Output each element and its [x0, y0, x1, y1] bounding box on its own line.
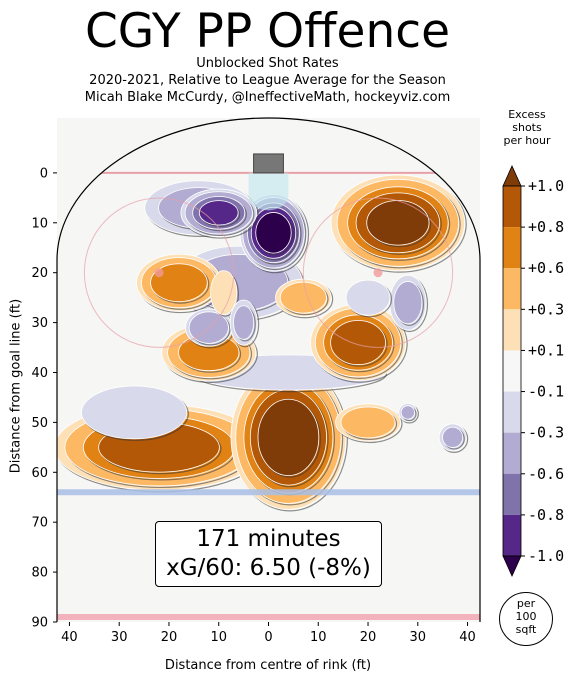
summary-box: 171 minutes xG/60: 6.50 (-8%)	[155, 521, 382, 587]
colorbar-tick-label: +0.6	[528, 259, 564, 277]
scale-note-line: per	[516, 597, 536, 610]
contour-layer	[57, 174, 469, 512]
contour-blob	[180, 188, 259, 239]
xg-label: xG/60: 6.50 (-8%)	[166, 555, 371, 581]
colorbar-title-line: shots	[512, 121, 542, 134]
contour-level	[81, 385, 188, 440]
contour-level	[366, 200, 430, 246]
y-tick-label: 0	[40, 166, 48, 181]
colorbar-tick-label: -1.0	[528, 547, 564, 565]
colorbar-frame	[502, 185, 522, 557]
contour-level	[330, 320, 386, 365]
y-tick-label: 20	[31, 266, 48, 281]
colorbar-band	[503, 514, 521, 556]
rink-markings	[57, 153, 480, 621]
colorbar-title-line: per hour	[503, 134, 551, 147]
contour-level	[442, 426, 464, 448]
rink-boards	[56, 117, 481, 622]
colorbar-tick-label: +0.3	[528, 300, 564, 318]
contour-blob	[310, 304, 408, 383]
colorbar-tick-label: -0.8	[528, 506, 564, 524]
y-axis-label: Distance from goal line (ft)	[8, 298, 24, 474]
contour-blob	[345, 279, 393, 318]
faceoff-circle	[83, 197, 235, 348]
colorbar-tick-label: -0.3	[528, 424, 564, 442]
colorbar-band	[503, 186, 521, 228]
contour-blob	[229, 299, 260, 348]
contour-blob	[81, 385, 189, 441]
contour-blob	[398, 402, 419, 424]
x-tick-label: 10	[310, 630, 327, 645]
y-tick-label: 70	[31, 516, 48, 531]
chart-subtitle-line-3: Micah Blake McCurdy, @IneffectiveMath, h…	[84, 90, 451, 105]
colorbar-tick-label: +1.0	[528, 177, 564, 195]
colorbar-title: Excess shots per hour	[497, 108, 557, 147]
y-tick-label: 30	[31, 316, 48, 331]
contour-level	[393, 281, 423, 325]
faceoff-dot	[154, 268, 164, 278]
faceoff-circle	[302, 197, 454, 348]
contour-level	[345, 279, 391, 316]
colorbar-extend-min	[502, 555, 522, 577]
scale-note-line: 100	[515, 610, 537, 623]
y-tick-label: 50	[31, 416, 48, 431]
contour-level	[150, 263, 208, 303]
chart-title: CGY PP Offence	[84, 4, 450, 59]
y-tick-label: 60	[31, 466, 48, 481]
area-scale-note: per 100 sqft	[499, 592, 553, 646]
x-tick-label: 20	[161, 630, 178, 645]
goal-net	[253, 153, 284, 174]
contour-level	[255, 212, 292, 254]
y-tick-label: 40	[31, 366, 48, 381]
chart-subtitle-line-1: Unblocked Shot Rates	[196, 56, 339, 71]
colorbar: +1.0 +0.8 +0.6 +0.3 +0.1 -0.1 -0.3 -0.6 -0.8 -1.0	[502, 165, 564, 577]
colorbar-band	[503, 432, 521, 474]
x-tick-label: 30	[111, 630, 128, 645]
x-axis-label: Distance from centre of rink (ft)	[164, 658, 372, 673]
colorbar-band	[503, 350, 521, 392]
contour-level	[340, 406, 396, 439]
colorbar-band	[503, 309, 521, 351]
x-tick-label: 40	[459, 630, 476, 645]
x-tick-label: 10	[210, 630, 227, 645]
colorbar-band	[503, 268, 521, 310]
contour-level	[198, 200, 239, 226]
contour-blob	[335, 403, 403, 444]
y-tick-label: 90	[31, 616, 48, 631]
colorbar-band	[503, 473, 521, 515]
y-tick-label: 80	[31, 566, 48, 581]
colorbar-band	[503, 227, 521, 269]
contour-level	[233, 305, 255, 340]
colorbar-tick-label: -0.1	[528, 383, 564, 401]
colorbar-band	[503, 391, 521, 433]
contour-blob	[210, 270, 239, 317]
colorbar-extend-max	[502, 165, 522, 187]
scale-note-line: sqft	[515, 623, 537, 636]
contour-blob	[438, 423, 469, 454]
x-tick-label: 20	[360, 630, 377, 645]
contour-level	[279, 281, 327, 314]
minutes-label: 171 minutes	[196, 526, 341, 552]
x-tick-label: 30	[410, 630, 427, 645]
y-axis: 0 10 20 30 40 50 60 70 80 90	[31, 166, 57, 631]
x-tick-label: 40	[61, 630, 78, 645]
faceoff-dot	[373, 268, 383, 278]
contour-level	[400, 405, 415, 420]
colorbar-tick-label: -0.6	[528, 465, 564, 483]
goal-crease	[248, 172, 289, 211]
y-tick-label: 10	[31, 216, 48, 231]
plot-area	[56, 117, 481, 622]
chart-subtitle-line-2: 2020-2021, Relative to League Average fo…	[89, 73, 446, 88]
colorbar-tick-label: +0.1	[528, 341, 564, 359]
contour-level	[257, 398, 320, 476]
colorbar-title-line: Excess	[508, 108, 546, 121]
x-axis: 40 30 20 10 0 10 20 30 40	[61, 622, 476, 645]
colorbar-tick-label: +0.8	[528, 218, 564, 236]
x-tick-label: 0	[264, 630, 272, 645]
contour-blob	[275, 278, 334, 319]
contour-level	[210, 270, 238, 316]
contour-blob	[389, 274, 429, 333]
